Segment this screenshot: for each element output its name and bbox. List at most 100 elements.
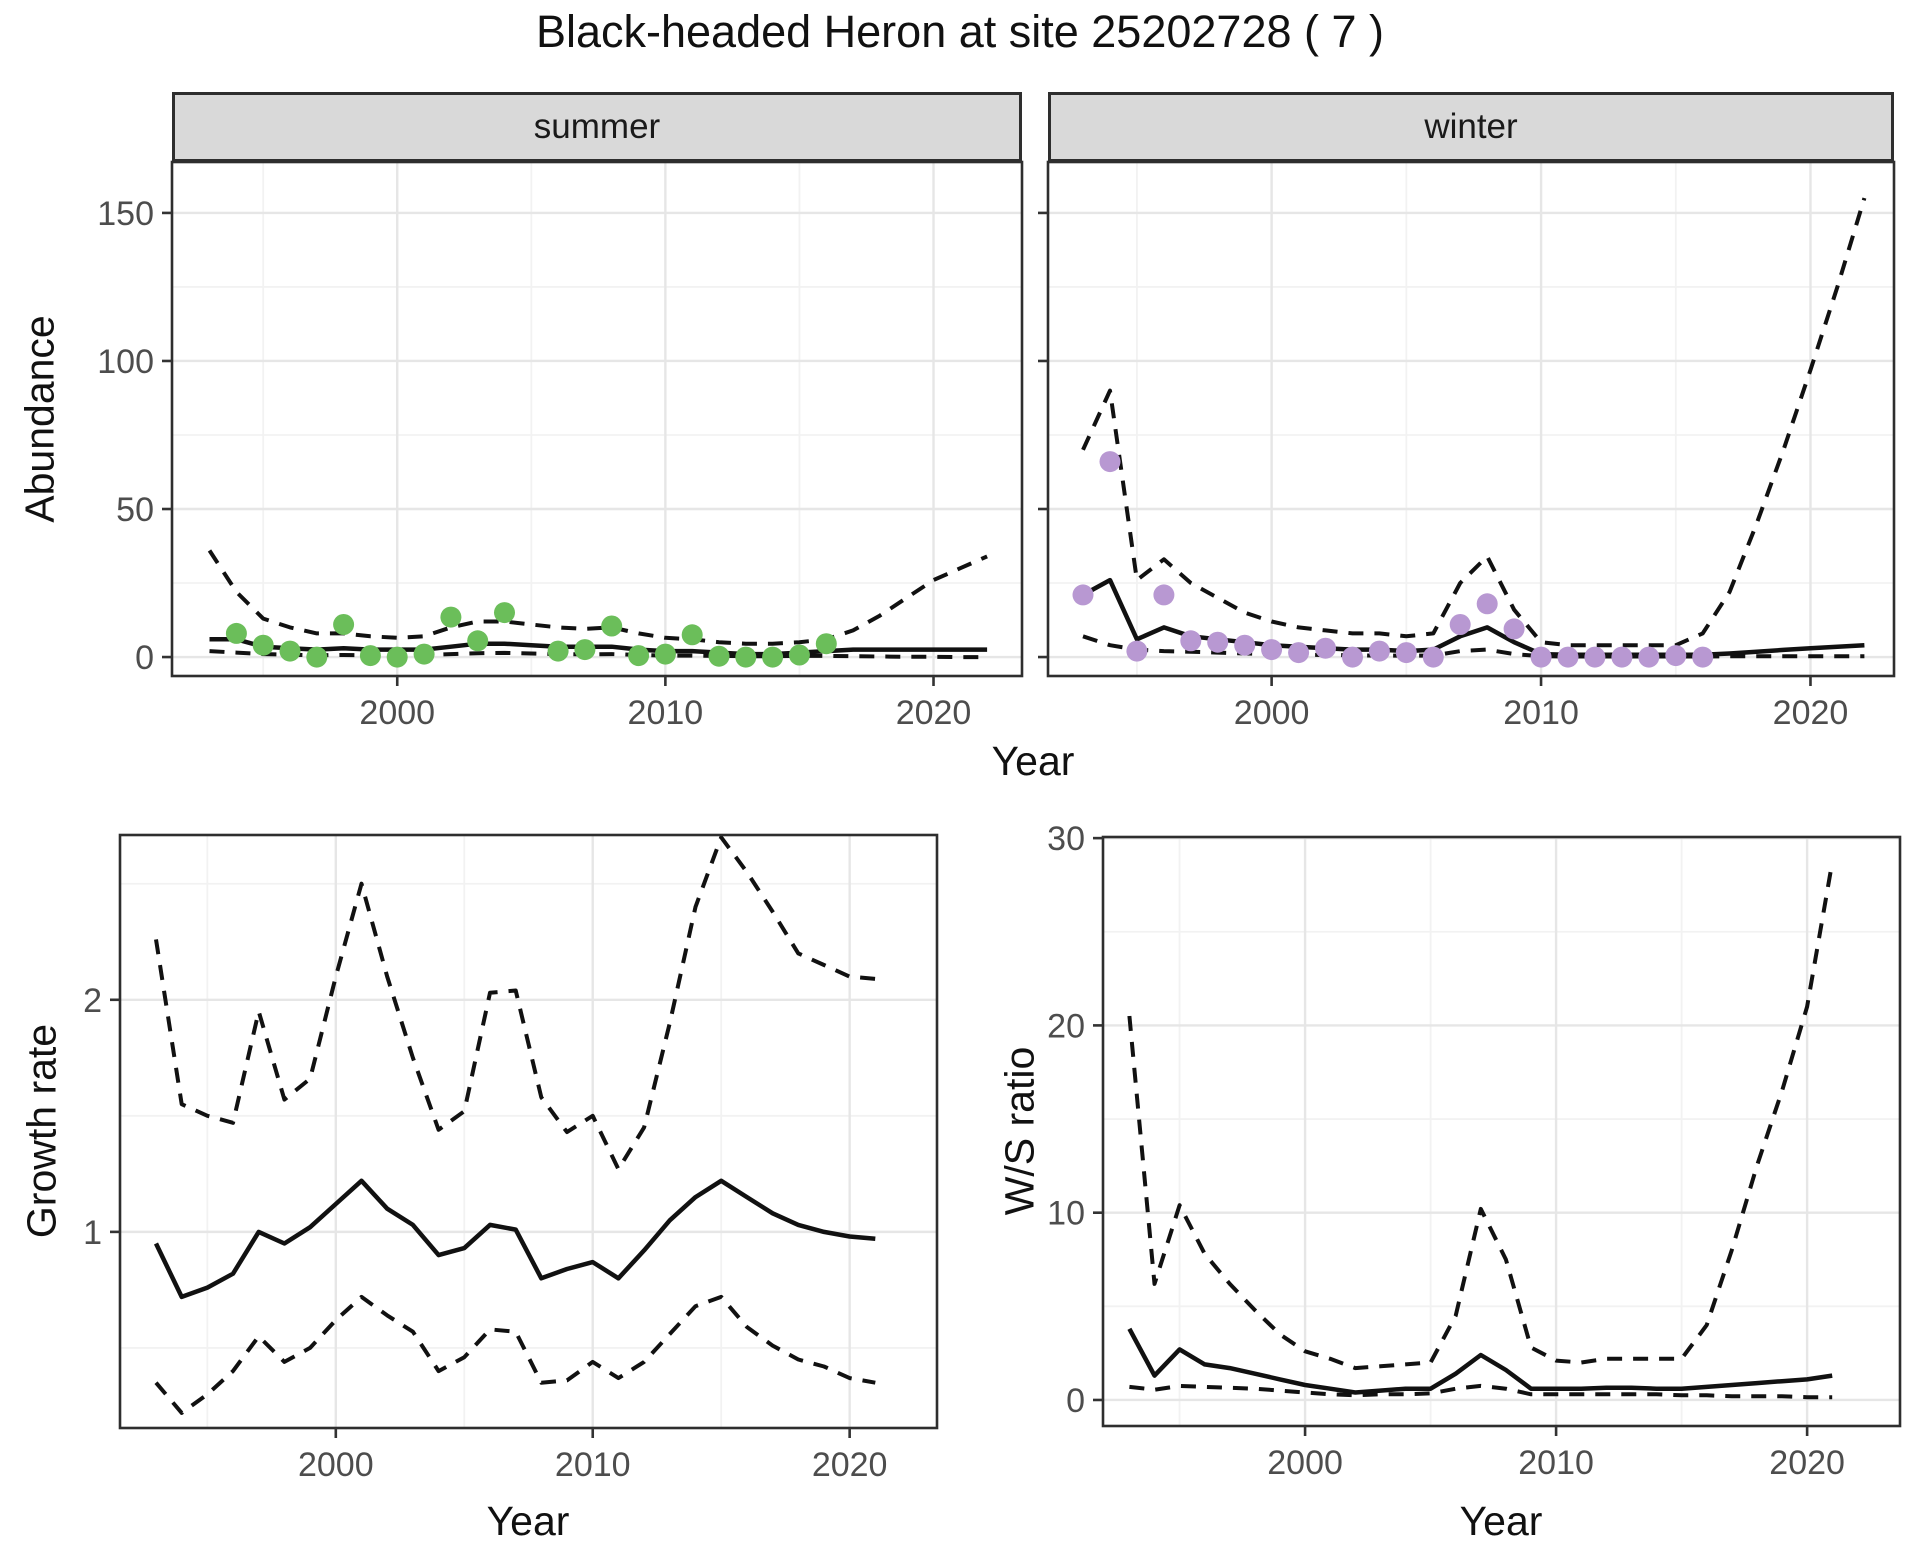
y-axis-tick-label: 50 [116,491,154,529]
summer-observation-point [413,643,435,665]
summer-observation-point [574,639,596,661]
summer-observation-point [359,645,381,667]
x-axis-tick-label: 2020 [896,694,972,732]
winter-observation-point [1692,646,1714,668]
summer-panel: 2000 2010 2020 0 50 100 150 [97,160,1024,732]
y-axis-tick-label: 1 [83,1214,102,1252]
summer-fit-line [209,637,988,657]
summer-observation-point [628,645,650,667]
growth-lower-ci-line [154,1294,876,1415]
ws-panel: 2000 2010 2020 0 10 20 30 [1047,820,1902,1482]
y-axis-tick-label: 150 [97,195,154,233]
winter-panel: 2000 2010 2020 [1038,160,1896,732]
summer-observation-point [225,622,247,644]
x-axis-title-year-top: Year [991,738,1075,784]
x-axis-tick-label: 2020 [1769,1444,1845,1482]
y-axis-title-ws-ratio: W/S ratio [996,1046,1043,1216]
x-axis-tick-label: 2020 [812,1446,888,1484]
winter-panel-border [1046,160,1896,678]
winter-observation-point [1315,637,1336,659]
ws-panel-border [1101,835,1902,1428]
summer-panel-background [172,162,1022,676]
summer-observation-point [815,633,837,655]
summer-observation-point [467,630,489,652]
summer-observation-point [735,646,757,668]
ws-fit-line [1127,1327,1833,1395]
facet-strip-summer: summer [172,92,1022,164]
x-axis-tick-label: 2000 [1267,1444,1343,1482]
growth-panel-background [120,835,937,1428]
winter-observation-point [1342,646,1363,668]
y-axis-tick-label: 100 [97,343,154,381]
x-axis-tick-label: 2010 [628,694,704,732]
winter-observation-point [1099,451,1121,473]
summer-observation-point [788,644,810,666]
summer-observation-point [681,624,703,646]
winter-observation-point [1422,646,1444,668]
winter-panel-background [1048,162,1894,676]
x-axis-tick-label: 2000 [298,1446,374,1484]
winter-observation-point [1261,639,1283,661]
y-axis-tick-label: 20 [1047,1007,1085,1045]
x-axis-tick-label: 2000 [359,694,435,732]
winter-observation-point [1611,646,1633,668]
summer-observation-point [762,646,784,668]
growth-upper-ci-line [154,835,876,1172]
winter-observation-point [1530,646,1552,668]
summer-observation-point [601,615,623,637]
x-axis-title-year-ws: Year [1459,1498,1543,1544]
summer-observation-point [386,646,408,668]
growth-fit-line [153,1178,876,1300]
winter-observation-point [1557,646,1579,668]
summer-observation-point [654,643,676,665]
facet-strip-winter-label: winter [1424,107,1518,146]
x-axis-tick-label: 2020 [1773,694,1849,732]
winter-observation-point [1476,593,1498,615]
winter-upper-ci-line [1081,197,1867,648]
x-axis-tick-label: 2000 [1234,694,1310,732]
y-axis-tick-label: 30 [1047,820,1085,858]
x-axis-tick-label: 2010 [1518,1444,1594,1482]
x-axis-title-year-growth: Year [486,1498,570,1544]
summer-observation-point [440,606,462,628]
winter-observation-point [1288,642,1310,664]
winter-observation-point [1395,642,1417,664]
growth-panel: 2000 2010 2020 1 2 [83,833,939,1484]
winter-observation-point [1072,584,1094,606]
y-axis-tick-label: 10 [1047,1195,1085,1233]
winter-observation-point [1180,630,1202,652]
ws-panel-background [1103,837,1900,1426]
winter-observation-point [1638,646,1660,668]
winter-observation-point [1368,640,1390,662]
winter-observation-point [1126,640,1148,662]
y-axis-tick-label: 0 [1066,1382,1085,1420]
facet-strip-winter: winter [1048,92,1894,164]
winter-observation-point [1234,634,1256,656]
winter-observation-point [1584,646,1606,668]
ws-lower-ci-line [1129,1383,1833,1400]
winter-observation-point [1207,631,1229,653]
summer-observation-point [494,602,515,624]
facet-strip-summer-label: summer [533,107,661,146]
summer-observation-point [333,614,355,635]
summer-observation-point [306,646,328,668]
y-axis-tick-label: 0 [135,639,154,677]
plot-title: Black-headed Heron at site 25202728 ( 7 … [535,6,1385,57]
winter-observation-point [1665,645,1687,667]
winter-lower-ci-line [1082,634,1865,659]
summer-panel-border [170,160,1024,678]
summer-observation-point [708,645,730,667]
x-axis-tick-label: 2010 [555,1446,631,1484]
summer-observation-point [252,634,274,656]
growth-panel-border [118,833,939,1430]
y-axis-title-abundance: Abundance [16,315,63,523]
winter-observation-point [1503,618,1525,640]
summer-observation-point [547,640,569,662]
y-axis-title-growth-rate: Growth rate [18,1023,65,1239]
x-axis-tick-label: 2010 [1503,694,1579,732]
y-axis-tick-label: 2 [83,982,102,1020]
ws-upper-ci-line [1127,862,1835,1371]
winter-observation-point [1153,584,1175,606]
